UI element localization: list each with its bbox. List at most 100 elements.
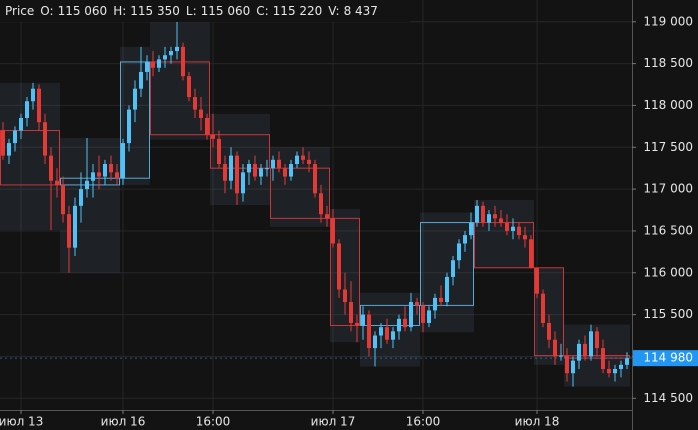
candle-body bbox=[271, 159, 275, 169]
candle-body bbox=[445, 276, 449, 303]
candle-body bbox=[13, 130, 17, 144]
candle-body bbox=[535, 267, 539, 294]
legend-field-name: O: bbox=[40, 4, 53, 18]
candle-body bbox=[397, 318, 401, 332]
candle-body bbox=[121, 143, 125, 179]
candle-body bbox=[103, 164, 107, 177]
candle-body bbox=[307, 159, 311, 164]
candle-body bbox=[565, 355, 569, 374]
period-body bbox=[474, 222, 534, 269]
candle-body bbox=[511, 226, 515, 231]
candle-body bbox=[145, 61, 149, 72]
legend-field-name: H: bbox=[113, 4, 126, 18]
candle-body bbox=[343, 289, 347, 303]
legend-field-name: L: bbox=[186, 4, 197, 18]
candle-body bbox=[175, 46, 179, 52]
candle-body bbox=[409, 302, 413, 328]
candle-body bbox=[19, 117, 23, 131]
y-tick-label: 117 000 bbox=[643, 182, 693, 196]
x-tick-label: июл 16 bbox=[101, 415, 146, 429]
candle-body bbox=[241, 172, 245, 194]
y-tick-label: 118 500 bbox=[643, 56, 693, 70]
candle-body bbox=[337, 243, 341, 290]
candle-body bbox=[523, 235, 527, 240]
candle-body bbox=[421, 305, 425, 323]
candle-body bbox=[325, 214, 329, 219]
candle-body bbox=[265, 168, 269, 170]
candle-body bbox=[607, 369, 611, 374]
candle-body bbox=[43, 122, 47, 156]
candle-body bbox=[595, 331, 599, 349]
candle-body bbox=[541, 293, 545, 323]
candle-body bbox=[85, 180, 89, 190]
candle-body bbox=[481, 205, 485, 223]
legend-field-value: 115 060 bbox=[201, 4, 251, 18]
candle-body bbox=[547, 322, 551, 340]
candle-body bbox=[427, 310, 431, 323]
candle-body bbox=[295, 155, 299, 164]
y-tick-label: 114 500 bbox=[643, 391, 693, 405]
candle-body bbox=[349, 302, 353, 323]
candle-body bbox=[625, 358, 629, 365]
candle-body bbox=[457, 243, 461, 261]
candle-body bbox=[37, 88, 41, 123]
candle-body bbox=[385, 327, 389, 340]
candle-body bbox=[571, 360, 575, 374]
legend-field-name: C: bbox=[256, 4, 268, 18]
candle-body bbox=[529, 239, 533, 268]
period-body bbox=[150, 61, 210, 136]
candle-body bbox=[31, 88, 35, 102]
period-range bbox=[60, 138, 120, 273]
candle-body bbox=[259, 168, 263, 177]
period-body bbox=[270, 167, 330, 219]
candle-body bbox=[475, 205, 479, 223]
period-body bbox=[210, 134, 270, 169]
candle-body bbox=[55, 180, 59, 185]
candle-body bbox=[331, 218, 335, 244]
candle-body bbox=[283, 168, 287, 177]
y-tick-label: 117 500 bbox=[643, 140, 693, 154]
time-axis-bg bbox=[0, 410, 632, 430]
candle-body bbox=[157, 59, 161, 68]
y-tick-label: 115 500 bbox=[643, 307, 693, 321]
period-range bbox=[150, 21, 210, 140]
period-body bbox=[60, 177, 120, 186]
candle-body bbox=[181, 46, 185, 77]
x-tick-label: июл 18 bbox=[515, 415, 560, 429]
candle-body bbox=[205, 117, 209, 135]
candle-body bbox=[109, 164, 113, 173]
legend-label: Price bbox=[5, 4, 34, 18]
y-tick-label: 118 000 bbox=[643, 98, 693, 112]
candle-body bbox=[193, 97, 197, 110]
y-tick-label: 116 500 bbox=[643, 223, 693, 237]
candle-body bbox=[391, 331, 395, 340]
candle-body bbox=[505, 222, 509, 231]
candle-body bbox=[439, 297, 443, 303]
candle-body bbox=[211, 134, 215, 139]
candle-body bbox=[151, 61, 155, 68]
candle-body bbox=[163, 55, 167, 60]
candle-body bbox=[469, 222, 473, 236]
candle-body bbox=[499, 218, 503, 223]
candle-body bbox=[133, 88, 137, 110]
legend-bg bbox=[0, 0, 410, 22]
period-body bbox=[120, 61, 150, 179]
candle-body bbox=[127, 109, 131, 144]
last-price-label: 114 980 bbox=[643, 351, 693, 365]
period-body bbox=[360, 304, 420, 326]
legend-field-value: 115 350 bbox=[130, 4, 180, 18]
x-tick-label: 16:00 bbox=[406, 415, 441, 429]
candle-body bbox=[619, 364, 623, 369]
last-price-badge bbox=[633, 350, 698, 367]
candle-body bbox=[139, 71, 143, 89]
candle-body bbox=[601, 348, 605, 369]
legend-field-value: 8 437 bbox=[344, 4, 378, 18]
candle-body bbox=[277, 159, 281, 169]
candle-body bbox=[91, 172, 95, 181]
candle-body bbox=[379, 327, 383, 336]
candle-body bbox=[187, 76, 191, 98]
candle-body bbox=[217, 138, 221, 164]
candle-body bbox=[301, 155, 305, 160]
candle-body bbox=[25, 101, 29, 118]
